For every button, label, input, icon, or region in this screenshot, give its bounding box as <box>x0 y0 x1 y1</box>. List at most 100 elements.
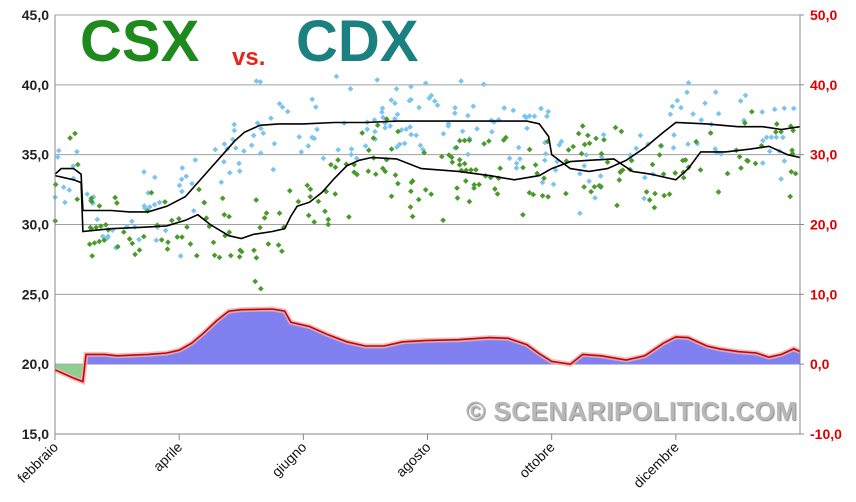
csx_polls-point <box>641 195 647 202</box>
cdx_polls-point <box>226 213 232 220</box>
cdx_polls-point <box>226 229 233 236</box>
cdx_polls-point <box>526 189 533 196</box>
csx_polls-point <box>524 125 530 132</box>
csx_polls-point <box>417 142 424 149</box>
csx_polls-point <box>284 108 291 115</box>
y-right-tick-label: 20,0 <box>810 217 837 233</box>
csx_polls-point <box>633 145 640 152</box>
cdx_polls-point <box>120 229 127 235</box>
cdx_polls-point <box>136 247 143 253</box>
cdx_polls-point <box>168 217 175 224</box>
cdx_polls-point <box>586 140 593 147</box>
csx_polls-point <box>470 103 477 110</box>
csx_polls-point <box>221 158 227 165</box>
cdx_polls-point <box>438 153 445 160</box>
cdx_polls-point <box>790 127 796 134</box>
cdx_polls-point <box>365 168 372 175</box>
csx_polls-point <box>136 236 142 243</box>
csx_polls-point <box>690 111 696 117</box>
csx_polls-point <box>55 147 62 154</box>
cdx_polls-point <box>468 167 474 173</box>
gridlines <box>55 14 800 435</box>
csx_polls-point <box>510 107 517 114</box>
csx_polls-point <box>715 110 722 117</box>
x-tick-label: agosto <box>393 439 434 480</box>
cdx_polls-point <box>481 140 487 147</box>
trend-lines <box>54 120 801 240</box>
cdx_polls-point <box>456 161 463 168</box>
cdx_polls-point <box>584 132 591 139</box>
csx_polls-point <box>70 163 77 170</box>
csx_polls-point <box>335 146 342 153</box>
csx_polls-point <box>347 85 354 92</box>
cdx_polls-point <box>534 170 540 177</box>
csx_polls-point <box>474 126 480 132</box>
csx_polls-point <box>542 150 549 157</box>
cdx_polls-point <box>666 191 673 198</box>
cdx_polls-point <box>598 150 605 157</box>
csx_polls-point <box>428 92 435 99</box>
csx_polls-point <box>268 115 274 122</box>
cdx_polls-point <box>140 233 147 240</box>
cdx_polls-point <box>453 144 460 151</box>
csx_polls-point <box>778 176 784 182</box>
csx_polls-point <box>212 146 219 153</box>
cdx_polls-point <box>578 150 585 157</box>
csx_polls-point <box>506 155 513 162</box>
cdx_polls-point <box>257 224 263 231</box>
csx_polls-point <box>178 176 185 183</box>
y-right-tick-label: -10,0 <box>810 426 842 442</box>
cdx_polls-point <box>257 285 264 292</box>
csx_polls-point <box>379 105 386 112</box>
cdx_polls-point <box>201 199 208 206</box>
csx_polls-point <box>431 98 438 104</box>
cdx_polls-point <box>532 162 539 168</box>
cdx_polls-point <box>409 213 416 220</box>
csx_polls-point <box>177 253 184 259</box>
csx_polls-point <box>84 191 91 197</box>
csx_polls-point <box>236 160 242 167</box>
csx_polls-point <box>60 184 67 191</box>
cdx_polls-point <box>227 252 234 259</box>
cdx_polls-point <box>476 181 482 188</box>
csx_polls-point <box>145 190 152 196</box>
csx_polls-point <box>458 78 464 84</box>
csx_polls-point <box>257 79 264 85</box>
csx_polls-point <box>153 237 160 244</box>
cdx_polls-point <box>236 253 243 260</box>
csx_polls-point <box>781 105 788 112</box>
cdx_polls-point <box>322 208 328 215</box>
csx_polls-point <box>129 218 135 225</box>
csx_polls-point <box>276 100 283 107</box>
csx_polls-point <box>232 145 239 151</box>
cdx_polls-point <box>365 147 372 154</box>
cdx_polls-point <box>114 243 121 250</box>
cdx_polls-point <box>462 178 469 184</box>
csx_polls-point <box>501 105 508 111</box>
csx_polls-point <box>759 160 766 166</box>
y-left-tick-label: 25,0 <box>22 286 49 302</box>
csx_polls-point <box>712 146 719 152</box>
csx_polls-point <box>254 120 261 126</box>
y-left-tick-label: 20,0 <box>22 356 49 372</box>
csx_polls-point <box>766 148 773 155</box>
csx_polls-point <box>250 132 257 139</box>
csx_polls-point <box>105 233 111 240</box>
cdx_polls-point <box>93 224 99 231</box>
cdx_polls-point <box>773 121 780 127</box>
cdx_polls-point <box>196 186 202 193</box>
csx_polls-point <box>408 83 414 90</box>
csx_polls-point <box>162 227 169 234</box>
y-right-tick-label: 40,0 <box>810 77 837 93</box>
csx_polls-point <box>179 188 185 195</box>
cdx_polls-point <box>617 169 624 176</box>
cdx_polls-point <box>276 210 283 217</box>
y-right-tick-label: 10,0 <box>810 286 837 302</box>
csx_polls-point <box>305 143 312 149</box>
csx_polls-point <box>583 152 590 158</box>
cdx_polls-point <box>253 254 260 261</box>
csx_polls-point <box>271 140 278 147</box>
cdx_polls-point <box>565 147 572 153</box>
csx_trend-line <box>54 120 801 213</box>
csx_polls-point <box>515 144 522 151</box>
